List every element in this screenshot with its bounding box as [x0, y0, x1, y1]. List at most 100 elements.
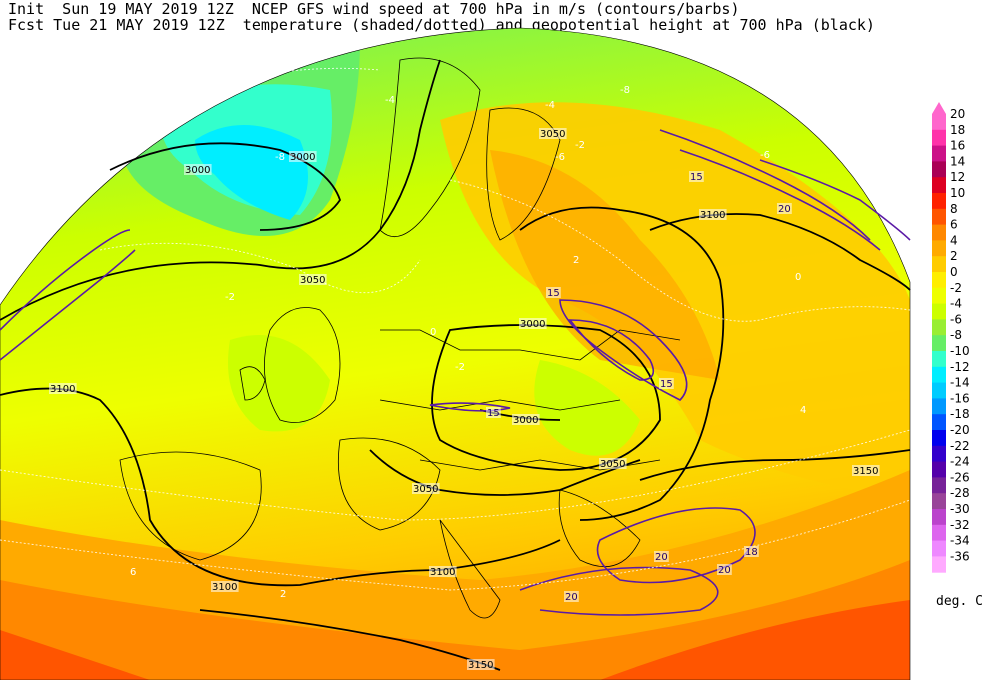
colorbar-label: 14: [950, 154, 965, 168]
temperature-label: -2: [455, 362, 465, 373]
colorbar-swatch: [932, 208, 946, 226]
height-contour-label: 3150: [468, 660, 493, 671]
colorbar-swatch: [932, 272, 946, 289]
colorbar-label: -34: [950, 534, 970, 548]
temperature-labels: -8 -6 -4 -4 -2 -2 -2 0 0 2 2 4 6 -6 -8: [130, 85, 806, 600]
height-contour-label: 3050: [413, 484, 438, 495]
wind-contour-label-bg: [717, 564, 732, 575]
temperature-label: -6: [760, 150, 770, 161]
wind-contour-label: 18: [745, 547, 758, 558]
temperature-label: -8: [620, 85, 630, 96]
height-contour-label-bg: [429, 566, 457, 577]
height-contour-label: 3000: [290, 152, 315, 163]
wind-contour-label: 20: [655, 552, 668, 563]
colorbar-swatch: [932, 509, 946, 526]
colorbar-swatch: [932, 256, 946, 273]
colorbar-label: 6: [950, 218, 958, 232]
colorbar-swatch: [932, 335, 946, 352]
colorbar-label: -2: [950, 281, 962, 295]
colorbar-label: 0: [950, 265, 958, 279]
colorbar-label: -30: [950, 502, 970, 516]
colorbar-swatch: [932, 114, 946, 131]
colorbar-label: 20: [950, 107, 965, 121]
init-time-title: Init Sun 19 MAY 2019 12Z NCEP GFS wind s…: [8, 0, 740, 18]
colorbar-swatch: [932, 414, 946, 431]
colorbar-swatch: [932, 303, 946, 320]
height-contour-label: 3000: [520, 319, 545, 330]
colorbar-swatch: [932, 366, 946, 384]
wind-contour-label: 15: [660, 379, 673, 390]
colorbar-swatch: [932, 524, 946, 542]
wind-contour-label-bg: [654, 551, 669, 562]
colorbar-label: -20: [950, 423, 970, 437]
wind-contour-label-bg: [486, 407, 501, 418]
height-contour-label-bg: [467, 659, 495, 670]
wind-contour-label: 20: [718, 565, 731, 576]
colorbar-label: -12: [950, 360, 970, 374]
colorbar-label: 16: [950, 139, 965, 153]
colorbar-swatch: [932, 177, 946, 194]
colorbar-label: -28: [950, 486, 970, 500]
height-contour-label: 3100: [50, 384, 75, 395]
wind-contour-label: 20: [565, 592, 578, 603]
forecast-time-title: Fcst Tue 21 MAY 2019 12Z temperature (sh…: [8, 16, 875, 34]
height-contour-label: 3100: [700, 210, 725, 221]
colorbar-label: -8: [950, 328, 962, 342]
temperature-label: 0: [430, 327, 436, 338]
colorbar-swatch: [932, 319, 946, 336]
wind-contour-label-bg: [564, 591, 579, 602]
colorbar-swatch: [932, 145, 946, 162]
wind-contour-label-bg: [659, 378, 674, 389]
temperature-label: -6: [555, 152, 565, 163]
colorbar-labels: 20181614121086420-2-4-6-8-10-12-14-16-18…: [950, 107, 970, 563]
colorbar-label: -26: [950, 470, 970, 484]
colorbar-swatch: [932, 224, 946, 241]
colorbar-label: -18: [950, 407, 970, 421]
height-contour-label-bg: [299, 274, 327, 285]
colorbar-label: 18: [950, 123, 965, 137]
colorbar-swatch: [932, 556, 946, 573]
height-contour-label-bg: [512, 414, 540, 425]
wind-contour-label: 20: [778, 204, 791, 215]
temperature-colorbar: 20181614121086420-2-4-6-8-10-12-14-16-18…: [932, 102, 970, 573]
temperature-label: -4: [545, 100, 555, 111]
wind-contour-label-bg: [777, 203, 792, 214]
temperature-label: -8: [275, 152, 285, 163]
height-contour-label-bg: [852, 465, 880, 476]
temperature-label: 4: [800, 405, 806, 416]
height-contour-label-bg: [539, 128, 567, 139]
colorbar-swatch: [932, 351, 946, 368]
wind-contour-label-bg: [546, 287, 561, 298]
colorbar-label: -36: [950, 549, 970, 563]
colorbar-swatch: [932, 287, 946, 305]
temperature-label: -2: [225, 292, 235, 303]
height-contour-label: 3000: [185, 165, 210, 176]
colorbar-swatch: [932, 193, 946, 210]
colorbar-label: 4: [950, 233, 958, 247]
height-contour-label-bg: [49, 383, 77, 394]
height-contour-label-bg: [211, 581, 239, 592]
colorbar-label: -32: [950, 518, 970, 532]
height-contour-label: 3100: [430, 567, 455, 578]
colorbar-label: -4: [950, 297, 962, 311]
temperature-label: 0: [795, 272, 801, 283]
colorbar-label: 10: [950, 186, 965, 200]
colorbar-label: -16: [950, 391, 970, 405]
colorbar-label: -22: [950, 439, 970, 453]
height-contour-label-bg: [289, 151, 317, 162]
colorbar-swatch: [932, 240, 946, 257]
colorbar-label: -6: [950, 312, 962, 326]
wind-contour-label-bg: [744, 546, 759, 557]
colorbar-arrow-top: [932, 102, 946, 114]
temperature-label: -4: [385, 95, 395, 106]
temperature-label: -2: [575, 140, 585, 151]
colorbar-label: -14: [950, 376, 970, 390]
colorbar-label: 12: [950, 170, 965, 184]
colorbar-label: 2: [950, 249, 958, 263]
temperature-label: 2: [573, 255, 579, 266]
colorbar-swatch: [932, 477, 946, 494]
temperature-isolines: [0, 67, 911, 591]
height-contour-label: 3000: [513, 415, 538, 426]
